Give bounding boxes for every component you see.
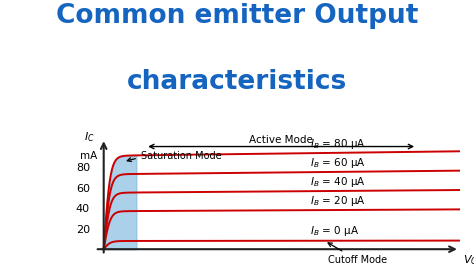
Text: $I_B$ = 20 μA: $I_B$ = 20 μA [310, 194, 366, 207]
Text: Saturation Mode: Saturation Mode [128, 151, 221, 161]
Text: $V_{CE}$: $V_{CE}$ [463, 253, 474, 266]
Text: Active Mode: Active Mode [249, 135, 313, 145]
Text: characteristics: characteristics [127, 69, 347, 95]
Text: $I_B$ = 60 μA: $I_B$ = 60 μA [310, 156, 366, 170]
Text: $I_C$: $I_C$ [83, 131, 94, 144]
Text: Cutoff Mode: Cutoff Mode [328, 243, 387, 265]
Text: $I_B$ = 80 μA: $I_B$ = 80 μA [310, 137, 366, 151]
Text: $I_B$ = 40 μA: $I_B$ = 40 μA [310, 174, 366, 189]
Text: $I_B$ = 0 μA: $I_B$ = 0 μA [310, 224, 359, 238]
Text: Common emitter Output: Common emitter Output [56, 3, 418, 29]
Text: mA: mA [80, 151, 98, 161]
